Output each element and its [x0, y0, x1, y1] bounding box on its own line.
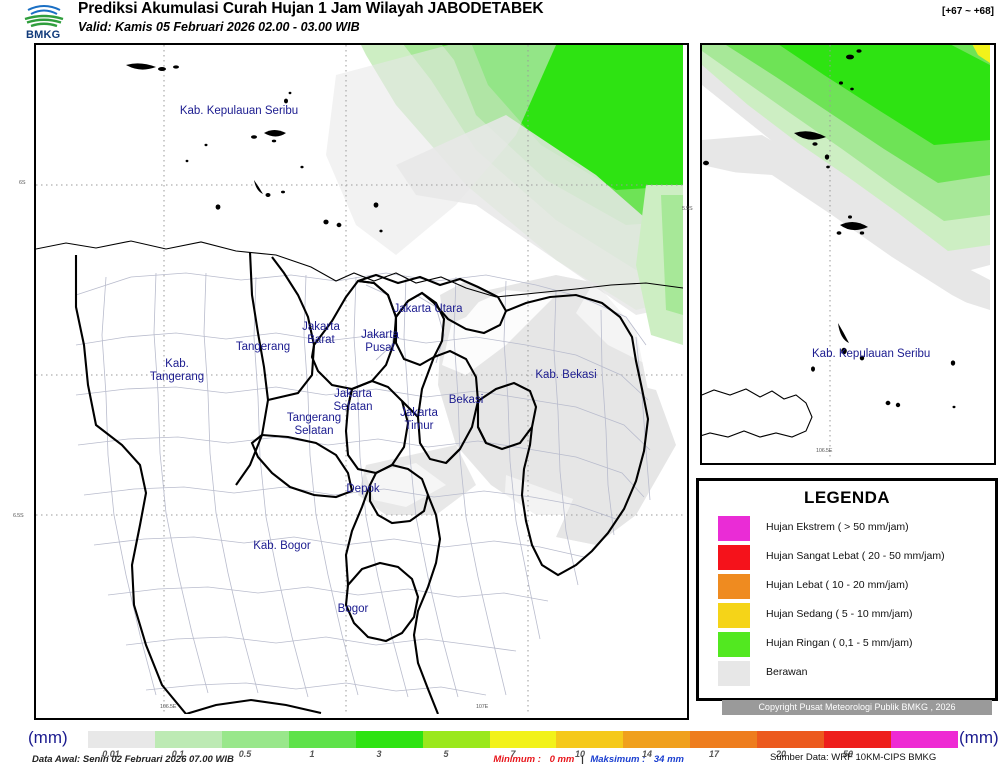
- legend-label-hujan-ekstrem: Hujan Ekstrem ( > 50 mm/jam): [766, 521, 909, 533]
- legend-item-2: Hujan Lebat ( 10 - 20 mm/jam): [718, 574, 980, 601]
- legend-label-hujan-lebat: Hujan Lebat ( 10 - 20 mm/jam): [766, 579, 909, 591]
- map-label-jakarta-barat: Jakarta Barat: [302, 321, 340, 346]
- legend-swatch-hujan-lebat: [718, 574, 750, 599]
- colorbar-tick-1: 0.1: [171, 749, 185, 759]
- page-title: Prediksi Akumulasi Curah Hujan 1 Jam Wil…: [78, 0, 544, 17]
- colorbar-unit-right: (mm): [959, 728, 999, 747]
- main-map-panel[interactable]: 106.5E 107E Kab. Kepulauan Seribu Kab. Ta…: [34, 43, 689, 720]
- colorbar-seg-12: [891, 731, 958, 748]
- legend-swatch-berawan: [718, 661, 750, 686]
- map-label-bogor: Bogor: [337, 603, 369, 615]
- colorbar-seg-2: [221, 731, 289, 748]
- map-label-kab-bekasi: Kab. Bekasi: [535, 369, 597, 381]
- colorbar-seg-9: [690, 731, 758, 748]
- maksimum-value: 34 mm: [653, 754, 684, 765]
- main-map-xtick-1: 107E: [476, 704, 489, 710]
- page-header: BMKG Prediksi Akumulasi Curah Hujan 1 Ja…: [0, 0, 1000, 42]
- legend-item-0: Hujan Ekstrem ( > 50 mm/jam): [718, 516, 980, 543]
- inset-map-svg: [702, 45, 990, 459]
- colorbar-tick-7: 10: [574, 749, 586, 759]
- maksimum-label: Maksimum :: [590, 754, 646, 765]
- colorbar-seg-0: [88, 731, 155, 748]
- colorbar-seg-8: [623, 731, 691, 748]
- legend-swatch-hujan-sedang: [718, 603, 750, 628]
- colorbar-tick-2: 0.5: [238, 749, 252, 759]
- colorbar-tick-5: 5: [443, 749, 449, 759]
- legend-panel: LEGENDA Hujan Ekstrem ( > 50 mm/jam) Huj…: [696, 478, 998, 701]
- legend-swatch-hujan-sangat-lebat: [718, 545, 750, 570]
- main-map-ytick-1: 6.5S: [13, 513, 24, 519]
- colorbar-tick-10: 20: [775, 749, 787, 759]
- inset-map-canvas: Kab. Kepulauan Seribu 106.5E: [702, 45, 994, 463]
- legend-label-berawan: Berawan: [766, 666, 808, 678]
- copyright-banner: Copyright Pusat Meteorologi Publik BMKG …: [722, 700, 992, 715]
- bmkg-logo-label: BMKG: [26, 29, 61, 41]
- data-awal-text: Data Awal: Senin 02 Februari 2026 07.00 …: [32, 754, 234, 765]
- map-label-kab-bogor: Kab. Bogor: [253, 540, 311, 552]
- minmax-separator: |: [581, 754, 584, 765]
- minimum-label: Minimum :: [493, 754, 541, 765]
- map-label-bekasi: Bekasi: [448, 394, 484, 406]
- main-map-xtick-0: 106.5E: [160, 704, 177, 710]
- colorbar-seg-6: [489, 731, 557, 748]
- colorbar-tick-6: 7: [510, 749, 516, 759]
- map-label-jakarta-utara: Jakarta Utara: [393, 303, 463, 315]
- colorbar-seg-1: [154, 731, 222, 748]
- minimum-value: 0 mm: [549, 754, 575, 765]
- legend-item-3: Hujan Sedang ( 5 - 10 mm/jam): [718, 603, 980, 630]
- colorbar-unit-left: (mm): [28, 728, 68, 747]
- legend-swatch-hujan-ringan: [718, 632, 750, 657]
- colorbar-seg-11: [824, 731, 892, 748]
- sumber-data-text: Sumber Data: WRF 10KM-CIPS BMKG: [770, 752, 937, 763]
- map-label-jakarta-timur: Jakarta Timur: [400, 407, 438, 432]
- map-label-jakarta-selatan: Jakarta Selatan: [333, 388, 373, 413]
- legend-item-4: Hujan Ringan ( 0,1 - 5 mm/jam): [718, 632, 980, 659]
- min-max-text: Minimum : 0 mm | Maksimum : 34 mm: [493, 754, 684, 765]
- colorbar-seg-10: [757, 731, 825, 748]
- main-map-canvas: 106.5E 107E Kab. Kepulauan Seribu Kab. Ta…: [36, 45, 687, 718]
- bmkg-logo-svg: [24, 5, 64, 28]
- forecast-hours-badge: [+67 ~ +68]: [942, 6, 994, 17]
- inset-map-label-kab-kepulauan-seribu: Kab. Kepulauan Seribu: [812, 348, 931, 360]
- colorbar-tick-0: 0.01: [102, 749, 120, 759]
- legend-item-1: Hujan Sangat Lebat ( 20 - 50 mm/jam): [718, 545, 980, 572]
- page-subtitle: Valid: Kamis 05 Februari 2026 02.00 - 03…: [78, 20, 360, 34]
- legend-item-5: Berawan: [718, 661, 980, 688]
- main-map-svg: [36, 45, 683, 714]
- map-label-tangerang: Tangerang: [235, 341, 291, 353]
- legend-title: LEGENDA: [804, 488, 890, 507]
- inset-map-xtick-0: 106.5E: [816, 448, 833, 454]
- colorbar-tick-9: 17: [708, 749, 720, 759]
- legend-label-hujan-sangat-lebat: Hujan Sangat Lebat ( 20 - 50 mm/jam): [766, 550, 945, 562]
- colorbar-ticks: 0.01 0.1 0.5 1 3 5 7 10 14 17 20 50: [88, 749, 958, 761]
- bmkg-logo-icon: BMKG: [20, 1, 82, 42]
- map-label-kab-kepulauan-seribu: Kab. Kepulauan Seribu: [179, 105, 299, 117]
- colorbar-tick-3: 1: [309, 749, 315, 759]
- map-label-jakarta-pusat: Jakarta Pusat: [361, 329, 399, 354]
- colorbar-tick-8: 14: [641, 749, 653, 759]
- colorbar-seg-4: [355, 731, 423, 748]
- inset-map-ytick-0: 5.5S: [682, 206, 693, 212]
- colorbar-tick-4: 3: [376, 749, 382, 759]
- colorbar-seg-3: [288, 731, 356, 748]
- map-label-tangerang-selatan: Tangerang Selatan: [286, 412, 342, 437]
- colorbar-tick-11: 50: [842, 749, 854, 759]
- main-map-ytick-0: 6S: [19, 180, 26, 186]
- legend-swatch-hujan-ekstrem: [718, 516, 750, 541]
- colorbar: [88, 731, 958, 748]
- colorbar-seg-5: [422, 731, 490, 748]
- legend-label-hujan-ringan: Hujan Ringan ( 0,1 - 5 mm/jam): [766, 637, 913, 649]
- map-label-depok: Depok: [346, 483, 380, 495]
- legend-label-hujan-sedang: Hujan Sedang ( 5 - 10 mm/jam): [766, 608, 913, 620]
- inset-map-panel[interactable]: Kab. Kepulauan Seribu 106.5E: [700, 43, 996, 465]
- map-label-kab-tangerang: Kab. Tangerang: [149, 358, 205, 383]
- colorbar-seg-7: [556, 731, 624, 748]
